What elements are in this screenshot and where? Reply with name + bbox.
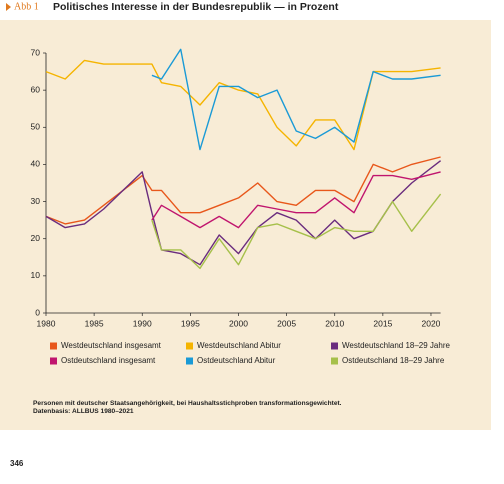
legend-swatch [50,342,57,350]
x-tick-label: 1980 [37,318,56,328]
series-line [151,171,441,229]
series-line [151,193,442,270]
legend-swatch [331,342,338,350]
source: Datenbasis: ALLBUS 1980–2021 [33,408,134,415]
y-tick-label: 60 [31,84,41,94]
y-tick-label: 50 [31,122,41,132]
legend-label: Westdeutschland insgesamt [61,341,162,350]
x-tick-label: 1995 [181,318,200,328]
x-tick-label: 2020 [422,318,441,328]
x-tick-label: 2015 [373,318,392,328]
legend-swatch [331,357,338,365]
y-tick-label: 20 [31,233,41,243]
legend-label: Ostdeutschland 18–29 Jahre [342,356,445,365]
figure-label: Abb 1 [14,1,39,12]
y-tick-label: 10 [31,270,41,280]
note: Personen mit deutscher Staatsangehörigke… [33,400,342,407]
legend-label: Ostdeutschland Abitur [197,356,276,365]
page-number: 346 [10,459,24,468]
y-tick-label: 40 [31,159,41,169]
legend-swatch [50,357,57,365]
y-tick-label: 70 [31,47,41,57]
legend-label: Westdeutschland Abitur [197,341,281,350]
chart-title: Politisches Interesse in der Bundesrepub… [53,1,339,13]
y-tick-label: 30 [31,196,41,206]
legend-swatch [186,357,193,365]
x-tick-label: 2000 [229,318,248,328]
series-line [45,156,441,225]
marker-icon [6,3,11,11]
legend-label: Ostdeutschland insgesamt [61,356,156,365]
x-tick-label: 2010 [325,318,344,328]
legend-label: Westdeutschland 18–29 Jahre [342,341,450,350]
x-tick-label: 1985 [85,318,104,328]
x-tick-label: 2005 [277,318,296,328]
x-tick-label: 1990 [133,318,152,328]
y-tick-label: 0 [35,307,40,317]
series-line [151,48,441,151]
legend-swatch [186,342,193,350]
series-line [45,160,442,266]
